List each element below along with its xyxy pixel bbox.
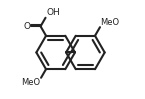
Text: MeO: MeO — [21, 78, 41, 87]
Text: O: O — [23, 22, 30, 31]
Text: OH: OH — [46, 8, 60, 17]
Text: MeO: MeO — [100, 18, 120, 27]
